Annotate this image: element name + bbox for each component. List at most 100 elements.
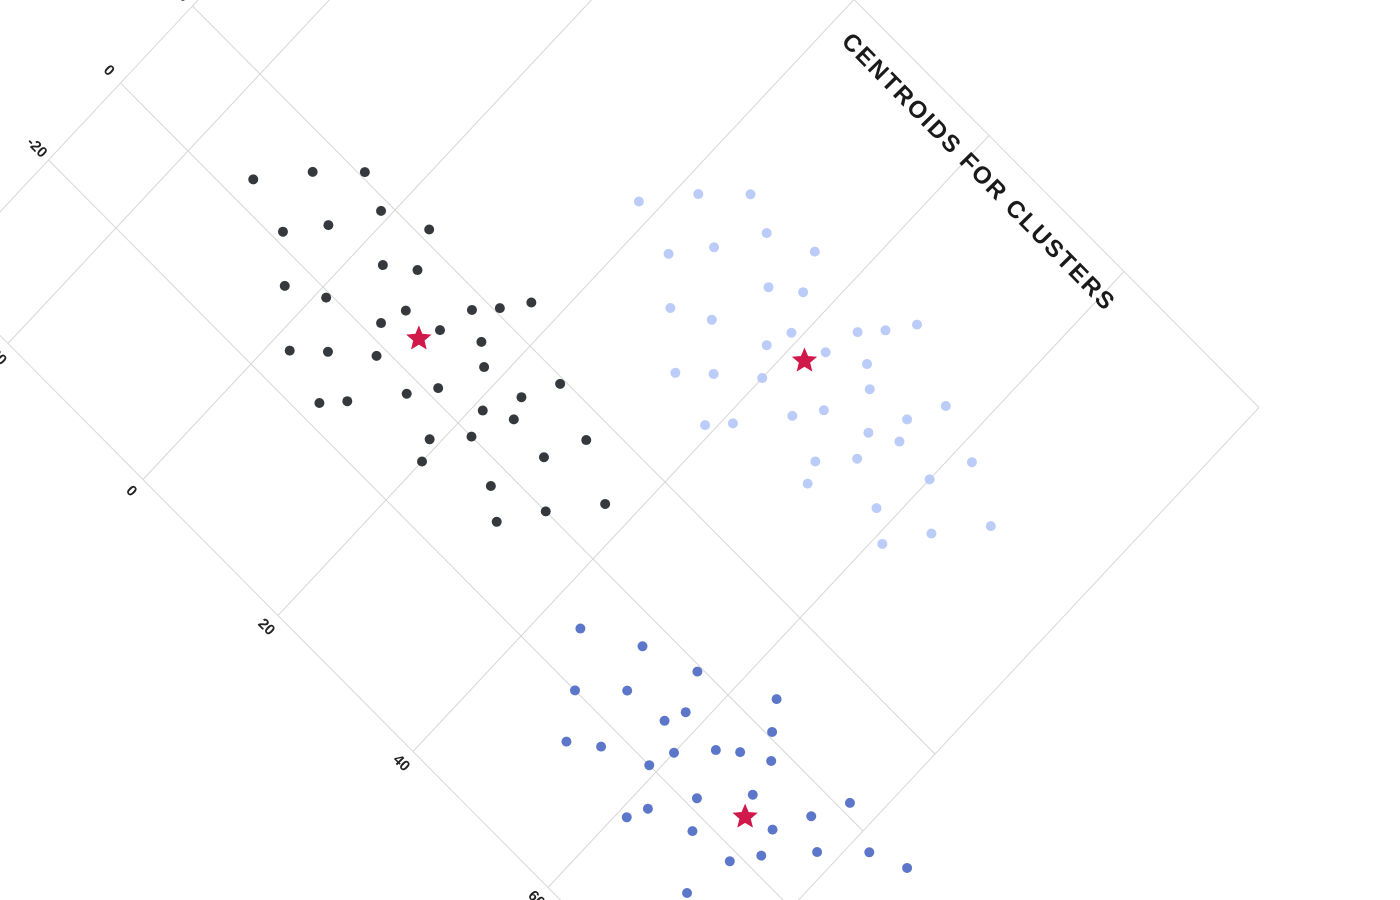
grid-line <box>7 0 330 344</box>
scatter-point <box>581 435 592 446</box>
scatter-point <box>852 453 863 464</box>
scatter-point <box>767 726 778 737</box>
scatter-point <box>633 196 644 207</box>
scatter-point <box>771 694 782 705</box>
scatter-point <box>570 685 580 696</box>
scatter-point <box>926 528 937 539</box>
scatter-point <box>466 431 477 442</box>
scatter-point <box>877 538 888 549</box>
y-tick-label: 20 <box>169 0 193 6</box>
x-tick-label: 20 <box>254 615 278 639</box>
scatter-point <box>561 736 572 747</box>
centroid-star <box>791 347 818 372</box>
scatter-point <box>863 427 874 438</box>
scatter-point <box>401 388 412 399</box>
grid-line <box>412 135 990 752</box>
scatter-point <box>516 392 527 403</box>
scatter-point <box>321 292 332 303</box>
y-tick-label: -20 <box>23 134 50 161</box>
scatter-point <box>307 166 318 177</box>
scatter-point <box>786 327 797 338</box>
scatter-point <box>322 346 333 357</box>
scatter-point <box>314 398 325 408</box>
scatter-point <box>377 260 388 271</box>
scatter-point <box>424 224 435 235</box>
scatter-point <box>940 401 951 411</box>
scatter-point <box>621 812 632 823</box>
scatter-point <box>745 189 756 200</box>
scatter-point <box>802 478 813 489</box>
scatter-point <box>806 811 817 822</box>
scatter-point <box>277 226 288 237</box>
scatter-point <box>555 378 566 389</box>
centroid-star <box>732 803 758 828</box>
scatter-point <box>809 246 820 257</box>
grid-line <box>192 5 936 755</box>
scatter-point <box>476 336 487 347</box>
scatter-point <box>724 856 735 867</box>
scatter-point <box>637 641 648 652</box>
scatter-point <box>735 747 746 758</box>
scatter-point <box>766 755 777 766</box>
grid-line <box>547 271 1125 888</box>
scatter-point <box>691 793 702 804</box>
axis-line <box>0 0 199 213</box>
scatter-point <box>787 410 798 421</box>
x-tick-label: -20 <box>0 341 10 368</box>
scatter-point <box>682 888 693 898</box>
grid <box>0 0 1260 900</box>
scatter-point <box>477 405 488 416</box>
scatter-point <box>665 303 676 313</box>
grid-line <box>277 0 855 616</box>
scatter-point <box>852 327 863 338</box>
scatter-point <box>670 367 681 378</box>
scatter-point <box>700 420 711 431</box>
scatter-point <box>596 741 607 752</box>
axis-line <box>797 407 1260 900</box>
scatter-point <box>756 850 767 861</box>
scatter-point <box>812 847 823 858</box>
scatter-point <box>710 745 721 756</box>
scatter-point <box>862 359 873 370</box>
scatter-point <box>985 521 996 532</box>
scatter-point <box>248 174 259 185</box>
scatter-point <box>600 498 611 509</box>
grid-line <box>142 0 593 480</box>
scatter-point <box>747 789 758 800</box>
scatter-point <box>864 384 875 395</box>
scatter-point <box>902 862 913 873</box>
scatter-point <box>902 414 913 425</box>
centroid-star <box>406 325 432 350</box>
scatter-point <box>538 452 549 463</box>
scatter-point <box>687 826 698 837</box>
scatter-point <box>680 707 691 718</box>
scatter-point <box>894 436 905 447</box>
scatter-point <box>924 474 935 485</box>
grid-line <box>120 82 864 832</box>
scatter-point <box>644 760 655 771</box>
scatter-point <box>371 350 382 361</box>
scatter-point <box>763 282 774 293</box>
scatter-point <box>284 345 295 356</box>
scatter-point <box>692 666 703 677</box>
scatter-point <box>417 456 427 467</box>
scatter-point <box>622 685 633 696</box>
x-tick-label: 0 <box>122 482 140 500</box>
scatter-point <box>880 325 891 336</box>
scatter-point <box>485 481 496 491</box>
scatter-point <box>709 242 720 253</box>
scatter-point <box>494 303 505 314</box>
scatter-point <box>706 314 717 325</box>
scatter-point <box>727 418 738 429</box>
scatter-point <box>376 205 387 216</box>
scatter-point <box>820 347 831 358</box>
x-tick-label: 60 <box>524 887 548 900</box>
scatter-point <box>323 220 334 231</box>
scatter-point <box>376 318 387 329</box>
scatter-point <box>342 396 353 407</box>
scatter-point <box>279 280 290 291</box>
scatter-point <box>669 747 679 758</box>
scatter-point <box>659 715 670 726</box>
scatter-point <box>526 297 537 308</box>
